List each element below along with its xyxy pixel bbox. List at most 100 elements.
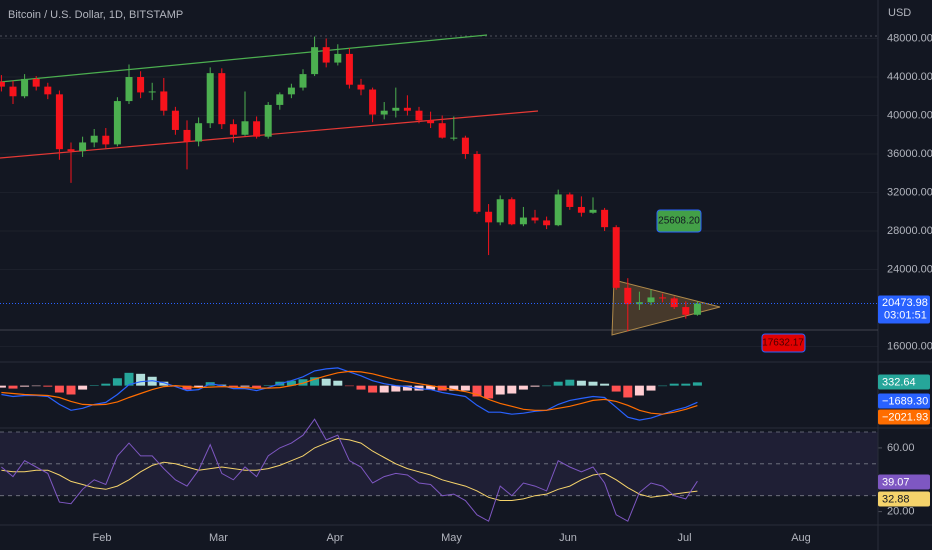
- macd-histogram-bar: [542, 385, 552, 387]
- candle-body: [403, 107, 411, 111]
- annotation-box: [761, 333, 806, 353]
- candle-body: [148, 91, 156, 93]
- last-price-label: 20473.98: [882, 297, 928, 309]
- candle-body: [253, 121, 261, 137]
- candle-body: [392, 107, 400, 111]
- candle-body: [647, 297, 655, 303]
- grid-layer: [0, 38, 882, 513]
- macd-line-label: −1689.30: [882, 395, 928, 407]
- indicator-line: [1, 418, 698, 522]
- macd-histogram-bar: [565, 379, 575, 386]
- candle-body: [496, 199, 504, 223]
- rsi-ma-label: 32.88: [882, 493, 910, 505]
- macd-histogram-bar: [356, 385, 366, 390]
- chart-title: Bitcoin / U.S. Dollar, 1D, BITSTAMP: [8, 9, 183, 21]
- rsi-label: 39.07: [882, 476, 910, 488]
- y-tick-label: 36000.00: [887, 148, 932, 160]
- macd-histogram-bar: [0, 385, 6, 388]
- candle-body: [9, 86, 17, 97]
- macd-histogram-bar: [669, 383, 679, 386]
- x-tick-label: May: [441, 532, 462, 544]
- candle-body: [554, 194, 562, 226]
- candle-body: [0, 81, 5, 87]
- x-tick-label: Jul: [677, 532, 691, 544]
- candle-body: [693, 303, 701, 315]
- macd-histogram-bar: [182, 385, 192, 390]
- candle-body: [21, 78, 29, 97]
- macd-histogram-bar: [89, 385, 99, 386]
- macd-histogram-bar: [298, 379, 308, 386]
- candle-body: [79, 142, 87, 152]
- macd-histogram-bar: [240, 385, 250, 387]
- candle-body: [311, 47, 319, 75]
- candle-body: [670, 298, 678, 308]
- y-tick-label: 40000.00: [887, 109, 932, 121]
- rsi-ma-label-box: [878, 491, 930, 507]
- annotation-label: 25608.20: [658, 216, 700, 227]
- macd-histogram-label-box: [878, 374, 930, 390]
- macd-signal-label-box: [878, 409, 930, 425]
- candle-body: [543, 220, 551, 226]
- candle-body: [171, 110, 179, 130]
- macd-histogram-bar: [263, 385, 273, 386]
- y-tick-label: 60.00: [887, 442, 915, 454]
- macd-histogram-bar: [310, 377, 320, 386]
- macd-histogram-bar: [194, 385, 204, 388]
- macd-histogram-bar: [31, 385, 41, 387]
- indicator-line: [1, 370, 698, 415]
- macd-histogram-bar: [495, 385, 505, 395]
- macd-histogram-bar: [623, 385, 633, 398]
- candle-body: [566, 194, 574, 207]
- labels-layer: 48000.00 44000.00 40000.00 36000.00 32000.00…: [93, 32, 932, 543]
- y-tick-label: 48000.00: [887, 32, 932, 44]
- y-tick-label: 24000.00: [887, 263, 932, 275]
- candle-body: [44, 86, 52, 95]
- candle-body: [195, 123, 203, 142]
- x-tick-label: Jun: [559, 532, 577, 544]
- rsi-label-box: [878, 474, 930, 490]
- macd-histogram-bar: [611, 385, 621, 392]
- macd-histogram-bar: [681, 383, 691, 386]
- macd-histogram-bar: [472, 385, 482, 397]
- macd-line-label-box: [878, 393, 930, 409]
- macd-histogram-bar: [321, 378, 331, 386]
- macd-histogram-bar: [553, 381, 563, 386]
- macd-histogram-bar: [530, 385, 540, 387]
- macd-signal-label: −2021.93: [882, 411, 928, 423]
- macd-histogram-bar: [402, 385, 412, 391]
- candle-body: [218, 73, 226, 125]
- macd-histogram-bar: [66, 385, 76, 395]
- annotation-label: 17632.17: [762, 338, 804, 349]
- indicator-line: [1, 437, 698, 501]
- candle-body: [682, 307, 690, 315]
- candle-body: [206, 73, 214, 124]
- macd-histogram-bar: [379, 385, 389, 393]
- macd-histogram-bar: [78, 385, 88, 390]
- candle-body: [577, 206, 585, 213]
- candle-body: [299, 74, 307, 88]
- candle-body: [125, 77, 133, 102]
- macd-histogram-bar: [101, 383, 111, 386]
- countdown: 03:01:51: [884, 309, 927, 321]
- macd-histogram-bar: [43, 385, 53, 387]
- candle-body: [415, 110, 423, 121]
- macd-histogram-bar: [518, 385, 528, 390]
- macd-histogram-bar: [368, 385, 378, 393]
- macd-histogram-bar: [124, 372, 134, 386]
- candle-body: [241, 121, 249, 135]
- candle-body: [508, 199, 516, 225]
- macd-histogram-bar: [20, 385, 30, 387]
- macd-histogram-label: 332.64: [882, 376, 916, 388]
- candle-body: [322, 47, 330, 63]
- candle-body: [287, 87, 295, 95]
- macd-histogram-bar: [344, 385, 354, 387]
- macd-histogram-bar: [658, 385, 668, 387]
- x-tick-label: Mar: [209, 532, 228, 544]
- candle-body: [485, 211, 493, 223]
- x-tick-label: Feb: [93, 532, 112, 544]
- macd-histogram-bar: [286, 380, 296, 386]
- macd-histogram-bar: [484, 385, 494, 399]
- macd-histogram-bar: [54, 385, 64, 393]
- candle-body: [90, 135, 98, 143]
